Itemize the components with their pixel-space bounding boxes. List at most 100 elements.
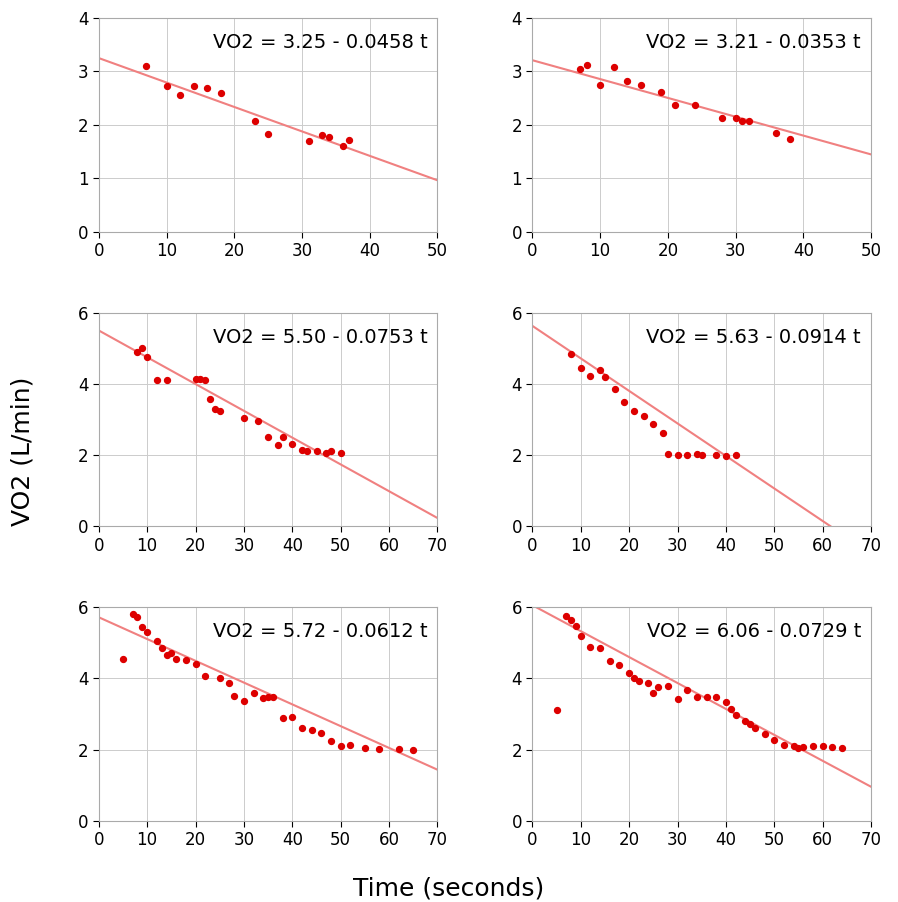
- Point: [324, 445, 339, 459]
- Point: [256, 691, 270, 705]
- Point: [647, 417, 661, 431]
- Point: [767, 732, 781, 747]
- Point: [237, 410, 251, 425]
- Point: [187, 79, 201, 94]
- Point: [622, 666, 637, 680]
- Point: [641, 676, 656, 690]
- Point: [559, 609, 574, 623]
- Point: [266, 690, 280, 704]
- Point: [150, 373, 164, 388]
- Point: [207, 401, 222, 416]
- Point: [276, 429, 290, 444]
- Point: [654, 85, 668, 99]
- Point: [709, 447, 724, 462]
- Point: [690, 690, 704, 704]
- Point: [140, 350, 154, 364]
- Point: [126, 606, 140, 621]
- Point: [357, 741, 372, 755]
- Point: [286, 710, 300, 724]
- Point: [688, 97, 702, 112]
- Point: [189, 372, 203, 386]
- Point: [787, 739, 801, 753]
- Point: [159, 649, 173, 663]
- Point: [214, 86, 228, 100]
- Point: [319, 446, 333, 460]
- Point: [735, 114, 750, 128]
- Point: [627, 403, 641, 418]
- Point: [342, 133, 357, 147]
- Point: [603, 654, 617, 668]
- Point: [261, 126, 276, 141]
- Point: [620, 74, 634, 88]
- Point: [777, 738, 791, 752]
- Point: [667, 97, 682, 112]
- Point: [164, 646, 179, 660]
- Point: [617, 394, 631, 409]
- Point: [237, 694, 251, 708]
- Point: [189, 657, 203, 671]
- Point: [227, 689, 242, 704]
- Point: [574, 361, 588, 375]
- Point: [815, 739, 830, 753]
- Point: [213, 671, 227, 686]
- Point: [270, 437, 285, 452]
- Point: [304, 723, 319, 737]
- Point: [651, 680, 665, 695]
- Point: [715, 111, 729, 125]
- Text: VO2 = 5.50 - 0.0753 t: VO2 = 5.50 - 0.0753 t: [213, 327, 427, 346]
- Point: [791, 741, 806, 755]
- Point: [574, 630, 588, 644]
- Point: [564, 346, 578, 361]
- Point: [324, 733, 339, 748]
- Point: [373, 741, 387, 756]
- Point: [300, 444, 314, 458]
- Point: [222, 676, 236, 690]
- Point: [612, 658, 627, 672]
- Text: VO2 = 3.25 - 0.0458 t: VO2 = 3.25 - 0.0458 t: [213, 33, 427, 52]
- Point: [728, 447, 743, 462]
- Point: [564, 612, 578, 627]
- Point: [198, 373, 213, 387]
- Point: [336, 139, 350, 153]
- Point: [321, 129, 336, 143]
- Point: [139, 59, 154, 73]
- Point: [694, 447, 709, 462]
- Point: [406, 742, 420, 757]
- Point: [286, 437, 300, 452]
- Text: VO2 = 5.72 - 0.0612 t: VO2 = 5.72 - 0.0612 t: [213, 622, 427, 641]
- Point: [248, 114, 262, 128]
- Point: [661, 447, 675, 462]
- Point: [709, 690, 724, 704]
- Point: [159, 373, 173, 388]
- Point: [825, 740, 840, 754]
- Point: [568, 619, 583, 633]
- Point: [295, 443, 309, 457]
- Point: [159, 78, 173, 93]
- Point: [343, 738, 357, 752]
- Point: [309, 444, 323, 458]
- Point: [295, 721, 309, 735]
- Point: [670, 692, 684, 706]
- Point: [200, 81, 215, 96]
- Point: [728, 111, 743, 125]
- Point: [835, 741, 850, 755]
- Point: [583, 640, 597, 654]
- Point: [757, 726, 771, 741]
- Point: [670, 447, 684, 462]
- Point: [130, 345, 145, 359]
- Point: [333, 739, 348, 753]
- Text: VO2 = 5.63 - 0.0914 t: VO2 = 5.63 - 0.0914 t: [647, 327, 861, 346]
- Point: [728, 707, 743, 722]
- Point: [598, 370, 612, 384]
- Point: [150, 634, 164, 649]
- Point: [213, 403, 227, 418]
- Point: [276, 711, 290, 725]
- Point: [718, 448, 733, 463]
- Point: [251, 414, 266, 428]
- Point: [656, 426, 670, 440]
- Point: [606, 60, 621, 74]
- Point: [647, 686, 661, 700]
- Text: VO2 = 3.21 - 0.0353 t: VO2 = 3.21 - 0.0353 t: [647, 33, 861, 52]
- Point: [680, 683, 694, 697]
- Point: [246, 686, 260, 701]
